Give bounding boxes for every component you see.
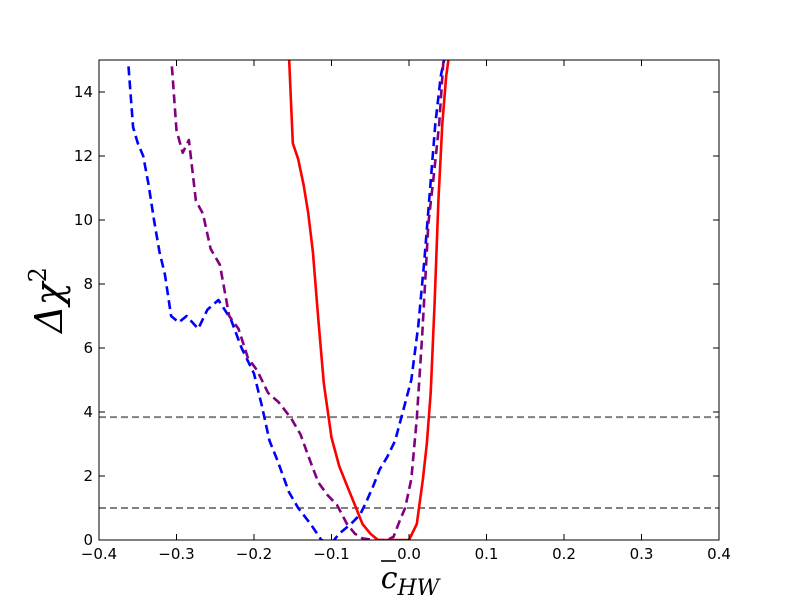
y-tick-label: 0 <box>83 531 93 549</box>
x-axis-title-main: c <box>381 561 398 596</box>
y-tick-label: 8 <box>83 275 93 293</box>
x-tick-label: 0.3 <box>630 545 654 563</box>
y-axis-title: Δχ2 <box>24 267 71 335</box>
y-tick-label: 4 <box>83 403 93 421</box>
series-line-2 <box>287 60 450 540</box>
series-line-0 <box>127 60 446 540</box>
axis-ticks <box>98 60 720 541</box>
x-tick-label: 0.4 <box>707 545 731 563</box>
x-tick-label: 0.1 <box>475 545 499 563</box>
x-tick-label: −0.4 <box>81 545 117 563</box>
y-tick-label: 10 <box>74 211 93 229</box>
y-tick-label: 14 <box>74 83 93 101</box>
x-tick-label: 0.0 <box>397 545 421 563</box>
y-tick-label: 2 <box>83 467 93 485</box>
plot-area <box>99 60 719 540</box>
y-axis-title-main: Δχ <box>27 280 71 334</box>
y-tick-label: 12 <box>74 147 93 165</box>
reference-lines <box>99 416 719 509</box>
axis-tick-labels: −0.4 −0.3 −0.2 −0.1 0.0 0.1 0.2 0.3 0.4 0 2 4 6 8 10 12… <box>74 83 731 563</box>
y-tick-label: 6 <box>83 339 93 357</box>
x-tick-label: −0.1 <box>313 545 349 563</box>
x-axis-title: cHW <box>381 561 442 600</box>
y-axis-title-sup: 2 <box>24 267 52 282</box>
x-tick-label: −0.2 <box>236 545 272 563</box>
series-group <box>127 60 450 540</box>
x-axis-title-sub: HW <box>397 576 442 600</box>
x-tick-label: 0.2 <box>552 545 576 563</box>
series-line-1 <box>170 60 445 540</box>
x-tick-label: −0.3 <box>158 545 194 563</box>
